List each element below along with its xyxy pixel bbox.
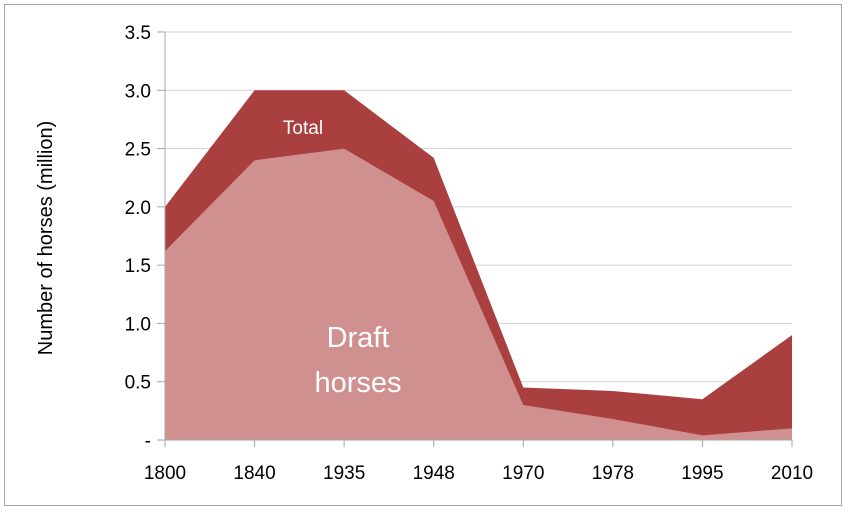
y-axis-label: Number of horses (million) — [35, 121, 57, 356]
x-tick-label: 1935 — [323, 463, 365, 484]
y-tick-label: 0.5 — [125, 373, 151, 394]
y-tick-label: 1.0 — [125, 314, 151, 335]
annotation-total: Total — [283, 118, 323, 139]
x-tick-label: 1995 — [681, 463, 723, 484]
y-tick-label: 3.5 — [125, 23, 151, 44]
x-tick-label: 1970 — [502, 463, 544, 484]
x-tick-label: 2010 — [771, 463, 813, 484]
y-tick-label: 2.0 — [125, 198, 151, 219]
series-area-draft-horses — [165, 148, 792, 441]
x-tick-label: 1948 — [413, 463, 455, 484]
axes — [157, 32, 792, 441]
annotation-draft-line1: Draft — [327, 322, 390, 354]
x-tick-label: 1840 — [233, 463, 275, 484]
y-tick-label: 2.5 — [125, 140, 151, 161]
x-tick-labels: 1800 1840 1935 1948 1970 1978 1995 2010 — [144, 440, 813, 484]
y-tick-label: 1.5 — [125, 256, 151, 277]
x-tick-label: 1978 — [592, 463, 634, 484]
x-tick-label: 1800 — [144, 463, 186, 484]
y-tick-label: 3.0 — [125, 81, 151, 102]
y-tick-label: - — [145, 431, 151, 452]
annotation-draft-line2: horses — [314, 367, 401, 399]
y-tick-labels: - 0.5 1.0 1.5 2.0 2.5 3.0 3.5 — [125, 23, 165, 452]
